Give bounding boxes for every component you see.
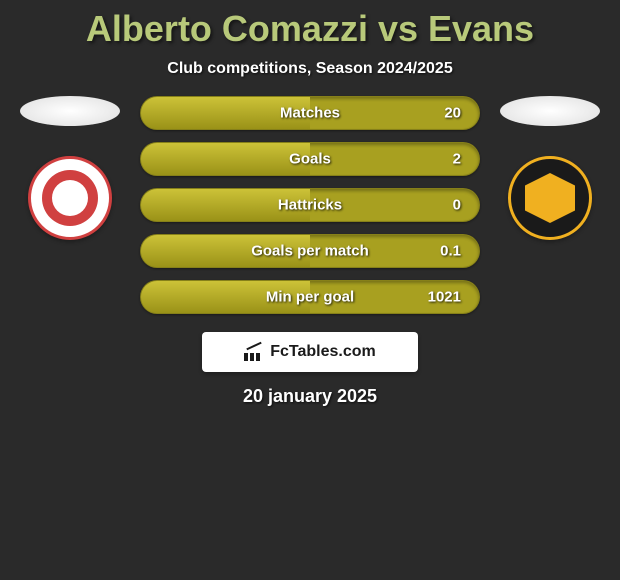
stat-value: 0.1: [440, 243, 461, 260]
stat-value: 1021: [428, 289, 461, 306]
stat-label: Goals: [289, 151, 331, 168]
stat-label: Min per goal: [266, 289, 354, 306]
player-avatar-left: [20, 96, 120, 126]
footer-brand: FcTables.com: [202, 332, 418, 372]
stat-bar-goals: Goals 2: [140, 142, 480, 176]
stat-label: Matches: [280, 105, 340, 122]
stat-bar-matches: Matches 20: [140, 96, 480, 130]
page-subtitle: Club competitions, Season 2024/2025: [0, 60, 620, 78]
club-badge-right: [508, 156, 592, 240]
page-title: Alberto Comazzi vs Evans: [0, 8, 620, 50]
club-badge-right-inner: [525, 173, 575, 223]
stat-value: 2: [453, 151, 461, 168]
right-panel: [500, 96, 600, 240]
chart-icon: [244, 343, 264, 361]
stat-bar-hattricks: Hattricks 0: [140, 188, 480, 222]
stat-bar-min-per-goal: Min per goal 1021: [140, 280, 480, 314]
stat-bar-goals-per-match: Goals per match 0.1: [140, 234, 480, 268]
club-badge-left-inner: [42, 170, 98, 226]
stat-value: 20: [444, 105, 461, 122]
footer-brand-text: FcTables.com: [270, 343, 376, 361]
left-panel: [20, 96, 120, 240]
stats-panel: Matches 20 Goals 2 Hattricks 0 Goals per…: [140, 96, 480, 314]
footer-date: 20 january 2025: [0, 386, 620, 407]
stat-label: Goals per match: [251, 243, 369, 260]
stat-value: 0: [453, 197, 461, 214]
stat-fill: [141, 143, 310, 175]
player-avatar-right: [500, 96, 600, 126]
stat-label: Hattricks: [278, 197, 342, 214]
club-badge-left: [28, 156, 112, 240]
main-container: Alberto Comazzi vs Evans Club competitio…: [0, 0, 620, 407]
content-row: Matches 20 Goals 2 Hattricks 0 Goals per…: [0, 96, 620, 314]
